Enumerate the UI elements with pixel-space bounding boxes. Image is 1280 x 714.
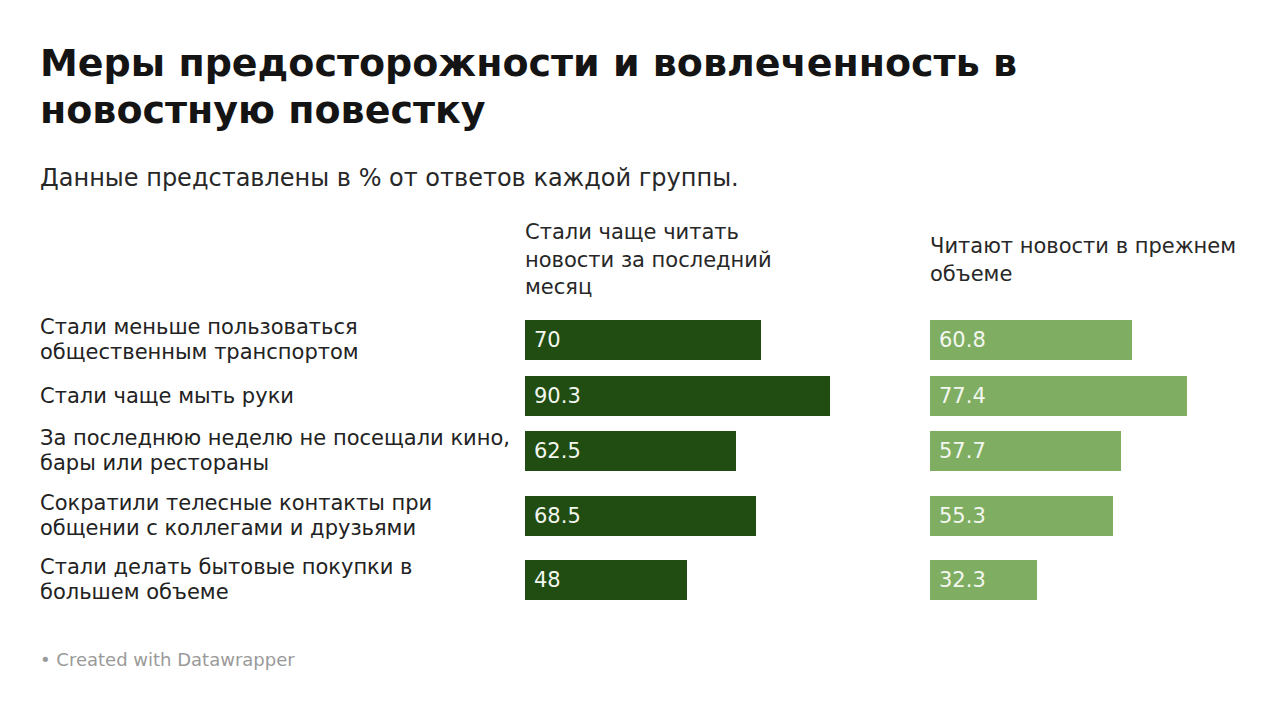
bar-series2: 60.8 bbox=[930, 320, 1132, 360]
bar-value-label: 55.3 bbox=[939, 504, 986, 528]
row-label: Стали меньше пользоваться общественным т… bbox=[40, 315, 512, 365]
attribution-footer: • Created with Datawrapper bbox=[40, 649, 295, 670]
chart-subtitle: Данные представлены в % от ответов каждо… bbox=[40, 164, 739, 192]
chart-row: Сократили телесные контакты при общении … bbox=[40, 496, 1240, 536]
chart-row: Стали делать бытовые покупки в большем о… bbox=[40, 560, 1240, 600]
series1-header: Стали чаще читать новости за последний м… bbox=[525, 219, 780, 302]
bar-value-label: 77.4 bbox=[939, 384, 986, 408]
bar-series2: 55.3 bbox=[930, 496, 1113, 536]
bar-value-label: 48 bbox=[534, 568, 561, 592]
row-label: Сократили телесные контакты при общении … bbox=[40, 491, 512, 541]
chart-row: За последнюю неделю не посещали кино, ба… bbox=[40, 431, 1240, 471]
bar-series2: 77.4 bbox=[930, 376, 1187, 416]
bar-value-label: 60.8 bbox=[939, 328, 986, 352]
chart-row: Стали меньше пользоваться общественным т… bbox=[40, 320, 1240, 360]
bar-series2: 57.7 bbox=[930, 431, 1121, 471]
bar-value-label: 70 bbox=[534, 328, 561, 352]
bar-value-label: 57.7 bbox=[939, 439, 986, 463]
chart-row: Стали чаще мыть руки 90.3 77.4 bbox=[40, 376, 1240, 416]
bar-value-label: 62.5 bbox=[534, 439, 581, 463]
series2-header: Читают новости в прежнем объеме bbox=[930, 233, 1245, 288]
bar-value-label: 32.3 bbox=[939, 568, 986, 592]
bar-series1: 48 bbox=[525, 560, 687, 600]
row-label: Стали чаще мыть руки bbox=[40, 384, 512, 409]
bar-series2: 32.3 bbox=[930, 560, 1037, 600]
row-label: За последнюю неделю не посещали кино, ба… bbox=[40, 426, 512, 476]
bar-series1: 68.5 bbox=[525, 496, 756, 536]
bar-series1: 90.3 bbox=[525, 376, 830, 416]
bar-value-label: 90.3 bbox=[534, 384, 581, 408]
bar-series1: 62.5 bbox=[525, 431, 736, 471]
bar-value-label: 68.5 bbox=[534, 504, 581, 528]
chart-title: Меры предосторожности и вовлеченность в … bbox=[40, 40, 1040, 134]
row-label: Стали делать бытовые покупки в большем о… bbox=[40, 555, 512, 605]
datawrapper-chart-page: Меры предосторожности и вовлеченность в … bbox=[0, 0, 1280, 714]
bar-series1: 70 bbox=[525, 320, 761, 360]
